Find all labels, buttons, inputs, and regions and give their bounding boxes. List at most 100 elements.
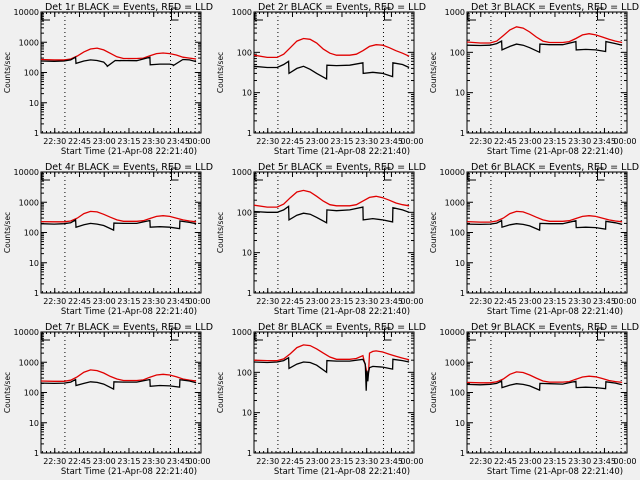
series-line-lld [253,344,410,376]
y-tick-label: 10000 [440,328,465,337]
series-line-lld [466,371,623,384]
y-tick-label: 100 [237,368,252,377]
x-tick-label: 23:15 [330,457,353,466]
series-line-lld [40,369,197,382]
y-tick-label: 100 [450,229,465,238]
x-tick-label: 22:30 [43,297,66,306]
x-tick-label: 23:45 [167,297,190,306]
y-tick-label: 10 [242,409,252,418]
y-tick-label: 100 [24,229,39,238]
x-tick-label: 22:45 [281,297,304,306]
x-axis-label: Start Time (21-Apr-08 22:21:40) [274,467,410,477]
x-tick-label: 22:30 [43,137,66,146]
y-tick-label: 1 [247,449,252,458]
y-tick-label: 10000 [14,168,39,177]
interval-end-bracket [596,327,605,341]
interval-start-bracket [254,13,263,21]
y-tick-label: 1 [34,129,39,138]
x-tick-label: 23:30 [568,137,591,146]
x-axis-label: Start Time (21-Apr-08 22:21:40) [274,147,410,157]
panel-title: Det 5r BLACK = Events, RED = LLD [258,162,426,173]
y-tick-label: 1 [460,129,465,138]
x-tick-label: 23:15 [330,137,353,146]
x-tick-label: 23:00 [93,457,116,466]
y-tick-label: 1000 [445,8,465,17]
x-axis-label: Start Time (21-Apr-08 22:21:40) [61,307,197,317]
series-line-events [466,219,623,232]
series-line-events [40,378,197,391]
series-line-events [40,218,197,232]
y-tick-label: 1000 [19,38,39,47]
x-tick-label: 22:30 [469,297,492,306]
interval-start-bracket [254,333,263,341]
interval-end-bracket [170,7,179,21]
interval-end-bracket [596,167,605,181]
series-line-events [253,60,410,80]
x-tick-label: 22:45 [494,297,517,306]
x-tick-label: 23:30 [142,137,165,146]
x-tick-label: 23:00 [93,137,116,146]
x-tick-label: 23:30 [355,457,378,466]
x-tick-label: 23:15 [543,297,566,306]
interval-end-bracket [170,167,179,181]
y-tick-label: 1 [34,289,39,298]
y-axis-label: Counts/sec [429,372,438,413]
y-tick-label: 100 [450,389,465,398]
panel-title: Det 4r BLACK = Events, RED = LLD [45,162,213,173]
y-tick-label: 1 [247,289,252,298]
y-tick-label: 1 [34,449,39,458]
x-tick-label: 23:45 [593,297,616,306]
x-tick-label: 00:00 [400,297,423,306]
y-axis-label: Counts/sec [216,52,225,93]
y-tick-label: 10 [29,259,39,268]
x-tick-label: 23:30 [142,297,165,306]
x-tick-label: 23:15 [330,297,353,306]
x-tick-label: 23:30 [568,297,591,306]
detector-panel-2: Det 2r BLACK = Events, RED = LLD 1 10 100 10… [216,2,426,157]
x-tick-label: 23:45 [380,137,403,146]
y-tick-label: 10 [455,259,465,268]
x-tick-label: 22:30 [256,297,279,306]
detector-panel-9: Det 9r BLACK = Events, RED = LLD 1 10 100 10… [429,322,639,477]
x-tick-label: 23:30 [355,297,378,306]
y-tick-label: 1000 [232,168,252,177]
series-line-events [40,56,197,68]
series-line-lld [466,210,623,223]
interval-start-bracket [467,173,476,181]
y-tick-label: 100 [24,389,39,398]
y-tick-label: 10 [242,89,252,98]
series-line-lld [253,37,410,59]
x-tick-label: 22:30 [256,137,279,146]
interval-end-bracket [383,167,392,181]
x-tick-label: 23:45 [380,297,403,306]
y-tick-label: 100 [237,48,252,57]
x-tick-label: 00:00 [613,137,636,146]
x-tick-label: 23:15 [117,137,140,146]
x-tick-label: 23:15 [117,457,140,466]
y-axis-label: Counts/sec [216,372,225,413]
interval-end-bracket [596,7,605,21]
interval-end-bracket [170,327,179,341]
x-tick-label: 22:30 [469,457,492,466]
y-axis-label: Counts/sec [429,52,438,93]
x-tick-label: 23:00 [306,137,329,146]
x-tick-label: 23:00 [519,297,542,306]
interval-start-bracket [41,13,50,21]
x-tick-label: 00:00 [400,457,423,466]
y-axis-label: Counts/sec [3,52,12,93]
x-tick-label: 23:00 [93,297,116,306]
panel-title: Det 6r BLACK = Events, RED = LLD [471,162,639,173]
y-tick-label: 10 [455,419,465,428]
y-axis-label: Counts/sec [3,212,12,253]
x-tick-label: 00:00 [400,137,423,146]
x-tick-label: 22:45 [281,457,304,466]
y-axis-label: Counts/sec [429,212,438,253]
x-tick-label: 23:45 [593,137,616,146]
x-tick-label: 23:15 [543,137,566,146]
x-tick-label: 00:00 [187,457,210,466]
interval-start-bracket [41,333,50,341]
x-tick-label: 22:30 [43,457,66,466]
y-tick-label: 100 [450,48,465,57]
x-tick-label: 22:45 [68,457,91,466]
